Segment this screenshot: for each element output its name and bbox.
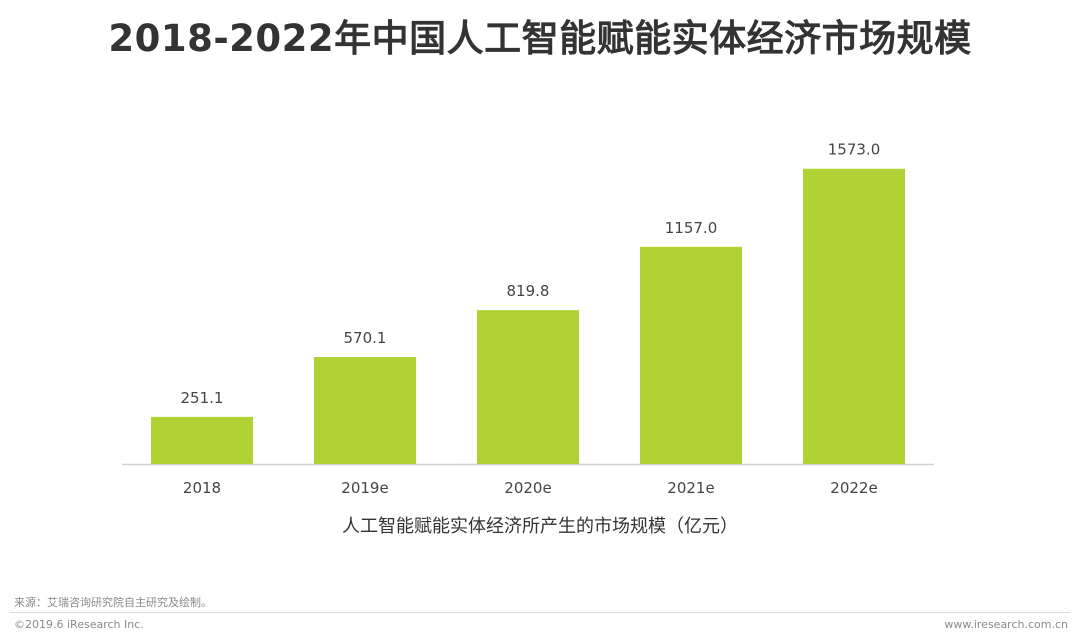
copyright-text: ©2019.6 iResearch Inc. xyxy=(14,618,144,631)
bars-group: 251.1 2018 570.1 2019e 819.8 2020e 1157.0 2021e… xyxy=(151,141,905,497)
bar-2020e xyxy=(477,310,579,464)
x-tick-label: 2021e xyxy=(667,479,714,497)
bar-2021e xyxy=(640,246,742,464)
footer-divider xyxy=(10,612,1070,613)
bar-2019e xyxy=(314,356,416,464)
bar-value-label: 570.1 xyxy=(344,329,387,347)
bar-value-label: 819.8 xyxy=(507,282,550,300)
bar-2022e xyxy=(803,168,905,464)
source-note: 来源：艾瑞咨询研究院自主研究及绘制。 xyxy=(14,596,212,609)
x-tick-label: 2018 xyxy=(183,479,221,497)
chart-title: 2018-2022年中国人工智能赋能实体经济市场规模 xyxy=(108,17,972,60)
bar-value-label: 1573.0 xyxy=(828,141,881,159)
x-tick-label: 2022e xyxy=(830,479,877,497)
bar-value-label: 1157.0 xyxy=(665,219,718,237)
bar-value-label: 251.1 xyxy=(181,389,224,407)
x-axis-label: 人工智能赋能实体经济所产生的市场规模（亿元） xyxy=(342,516,738,537)
x-tick-label: 2019e xyxy=(341,479,388,497)
bar-2018 xyxy=(151,416,253,464)
website-text: www.iresearch.com.cn xyxy=(944,618,1068,631)
x-tick-label: 2020e xyxy=(504,479,551,497)
